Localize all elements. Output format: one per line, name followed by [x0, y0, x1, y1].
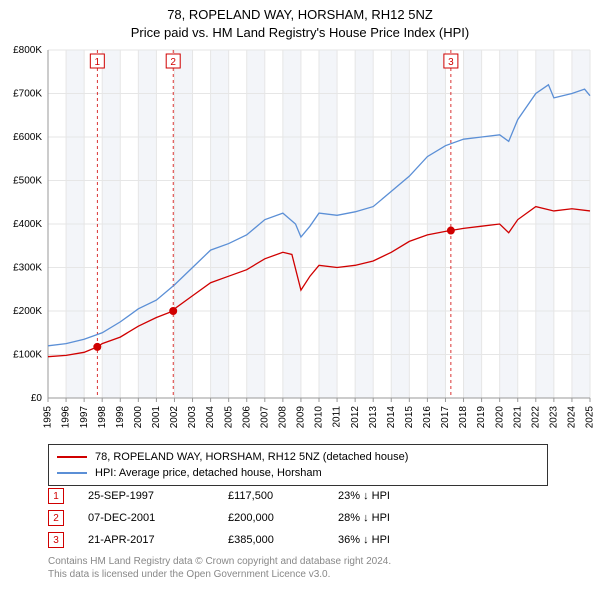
footer-line1: Contains HM Land Registry data © Crown c…: [48, 555, 391, 568]
svg-text:£400K: £400K: [13, 219, 42, 230]
txn-diff: 23% ↓ HPI: [338, 490, 448, 502]
table-row: 1 25-SEP-1997 £117,500 23% ↓ HPI: [48, 485, 548, 507]
svg-text:2002: 2002: [169, 406, 180, 429]
svg-text:2023: 2023: [549, 406, 560, 429]
svg-text:£100K: £100K: [13, 350, 42, 361]
table-row: 3 21-APR-2017 £385,000 36% ↓ HPI: [48, 529, 548, 551]
svg-text:1996: 1996: [61, 406, 72, 429]
txn-date: 25-SEP-1997: [88, 490, 228, 502]
svg-text:2021: 2021: [512, 406, 523, 429]
svg-text:2008: 2008: [278, 406, 289, 429]
svg-text:2000: 2000: [133, 406, 144, 429]
marker-badge-icon: 3: [48, 532, 64, 548]
license-footer: Contains HM Land Registry data © Crown c…: [48, 555, 391, 581]
chart-subtitle: Price paid vs. HM Land Registry's House …: [0, 24, 600, 42]
table-row: 2 07-DEC-2001 £200,000 28% ↓ HPI: [48, 507, 548, 529]
legend-item-hpi: HPI: Average price, detached house, Hors…: [57, 465, 539, 481]
svg-text:£0: £0: [31, 393, 43, 404]
transactions-table: 1 25-SEP-1997 £117,500 23% ↓ HPI 2 07-DE…: [48, 485, 548, 551]
svg-text:2: 2: [170, 57, 176, 68]
svg-text:1995: 1995: [43, 406, 54, 429]
svg-text:2006: 2006: [241, 406, 252, 429]
chart-svg: £0 £100K £200K £300K £400K £500K £600K £700K £80…: [0, 44, 600, 444]
txn-price: £385,000: [228, 534, 338, 546]
txn-date: 07-DEC-2001: [88, 512, 228, 524]
svg-text:1998: 1998: [97, 406, 108, 429]
legend-label-hpi: HPI: Average price, detached house, Hors…: [95, 467, 322, 479]
svg-text:2020: 2020: [494, 406, 505, 429]
svg-text:2014: 2014: [386, 406, 397, 429]
svg-text:£300K: £300K: [13, 263, 42, 274]
marker-badge-icon: 2: [48, 510, 64, 526]
svg-text:2015: 2015: [404, 406, 415, 429]
svg-text:2009: 2009: [296, 406, 307, 429]
svg-text:2001: 2001: [151, 406, 162, 429]
svg-text:2007: 2007: [259, 406, 270, 429]
svg-text:2010: 2010: [314, 406, 325, 429]
legend-box: 78, ROPELAND WAY, HORSHAM, RH12 5NZ (det…: [48, 444, 548, 486]
svg-text:2005: 2005: [223, 406, 234, 429]
svg-text:2016: 2016: [422, 406, 433, 429]
txn-date: 21-APR-2017: [88, 534, 228, 546]
svg-text:£700K: £700K: [13, 89, 42, 100]
svg-text:2025: 2025: [585, 406, 596, 429]
svg-text:£800K: £800K: [13, 45, 42, 56]
txn-diff: 36% ↓ HPI: [338, 534, 448, 546]
legend-swatch-hpi: [57, 472, 87, 474]
svg-text:1997: 1997: [79, 406, 90, 429]
marker-badge-icon: 1: [48, 488, 64, 504]
svg-text:1999: 1999: [115, 406, 126, 429]
address-title: 78, ROPELAND WAY, HORSHAM, RH12 5NZ: [0, 6, 600, 24]
txn-price: £117,500: [228, 490, 338, 502]
svg-text:2019: 2019: [476, 406, 487, 429]
txn-price: £200,000: [228, 512, 338, 524]
legend-item-property: 78, ROPELAND WAY, HORSHAM, RH12 5NZ (det…: [57, 449, 539, 465]
svg-text:2003: 2003: [187, 406, 198, 429]
svg-text:3: 3: [448, 57, 454, 68]
svg-text:2017: 2017: [440, 406, 451, 429]
svg-text:1: 1: [95, 57, 101, 68]
svg-text:2011: 2011: [332, 406, 343, 428]
svg-text:2013: 2013: [368, 406, 379, 429]
chart-header: 78, ROPELAND WAY, HORSHAM, RH12 5NZ Pric…: [0, 0, 600, 41]
txn-diff: 28% ↓ HPI: [338, 512, 448, 524]
svg-text:£200K: £200K: [13, 306, 42, 317]
svg-text:£600K: £600K: [13, 132, 42, 143]
svg-text:£500K: £500K: [13, 176, 42, 187]
footer-line2: This data is licensed under the Open Gov…: [48, 568, 391, 581]
legend-swatch-property: [57, 456, 87, 458]
svg-text:2022: 2022: [530, 406, 541, 429]
line-chart: £0 £100K £200K £300K £400K £500K £600K £700K £80…: [0, 44, 600, 444]
page-root: 78, ROPELAND WAY, HORSHAM, RH12 5NZ Pric…: [0, 0, 600, 590]
svg-text:2004: 2004: [205, 406, 216, 429]
svg-text:2018: 2018: [458, 406, 469, 429]
legend-label-property: 78, ROPELAND WAY, HORSHAM, RH12 5NZ (det…: [95, 451, 408, 463]
svg-text:2012: 2012: [350, 406, 361, 429]
svg-text:2024: 2024: [567, 406, 578, 429]
